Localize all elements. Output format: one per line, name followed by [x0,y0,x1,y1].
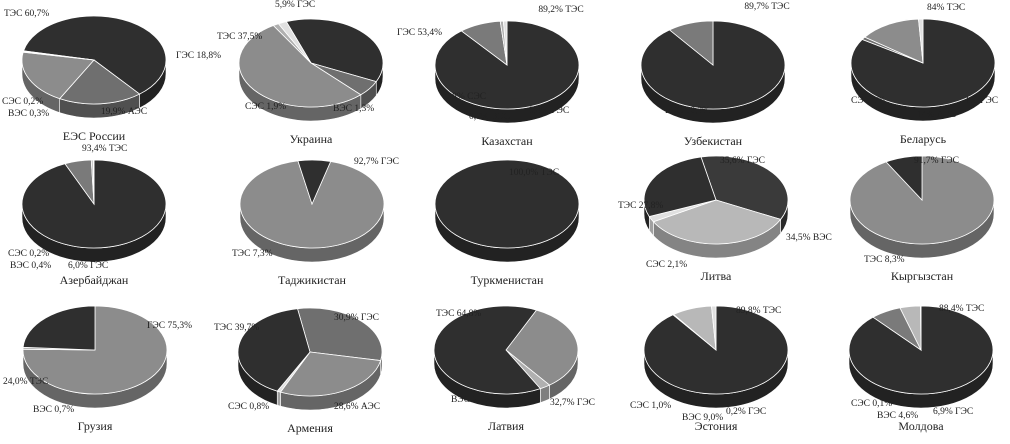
slice-label: ВЭС 0,7% [33,405,74,415]
pie-chart: ТЭС 37,5% 5,9% ГЭС ГЭС 53,4% ВЭС 1,3% СЭС 1,… [217,0,442,146]
slice-label: ГЭС 18,8% [176,51,221,61]
slice-label: ТЭС 37,5% [217,32,262,42]
chart-title: Грузия [78,419,113,433]
slice-label: ТЭС 7,3% [232,249,273,259]
pie-chart: 91,7% ГЭС ТЭС 8,3% Кыргызстан [850,156,994,283]
slice-label: ТЭС 8,3% [864,255,905,265]
slice-label: ВЭС 0,4% [10,261,51,271]
slice-label: 91,7% ГЭС [914,156,959,166]
slice-label: 1% ГЭС [965,96,998,106]
slice-label: ГЭС 75,3% [147,321,192,331]
slice-label: 9,4% ГЭС [529,106,569,116]
slice-label: 32,7% ГЭС [550,398,595,408]
pie-chart: 89,7% ТЭС ГЭС 10,3% Узбекистан [641,2,790,148]
pie-chart: ТЭС 60,7% ГЭС 18,8% 19,9% АЭС ВЭС 0,3% СЭС 0… [2,9,221,143]
slice-label: 5,9% ГЭС [275,0,315,10]
slice-label: 14% АЭС [917,110,956,120]
pie-chart: 30,9% ГЭС 28,6% АЭС СЭС 0,8% ТЭС 39,7% Армен… [214,308,382,435]
slice-label: ГЭС 53,4% [397,28,442,38]
slice-label: 89,2% ТЭС [538,5,583,15]
slice-label: 19,9% АЭС [101,107,147,117]
slice-label: СЭС 1,9% [245,102,286,112]
slice-label: 89,8% ТЭС [736,306,781,316]
chart-title: Азербайджан [60,273,129,287]
slice-label: 30,9% ГЭС [334,313,379,323]
pie-slice-side [277,391,280,406]
slice-label: ТЭС 60,7% [4,9,49,19]
slice-label: 100,0% ТЭС [509,168,559,178]
slice-label: ГЭС 10,3% [665,106,710,116]
slice-label: 28,6% АЭС [334,402,380,412]
pie-chart: 32,7% ГЭС ВЭС 2,4% ТЭС 64,8% Латвия [434,306,595,433]
slice-label: 93,4% ТЭС [82,144,127,154]
chart-title: Армения [287,421,333,435]
chart-title: Молдова [898,419,944,433]
slice-label: 35,6% ГЭС [720,156,765,166]
pie-chart: 92,7% ГЭС ТЭС 7,3% Таджикистан [232,157,399,287]
slice-label: 88,4% ТЭС [939,304,984,314]
chart-title: Украина [290,132,333,146]
slice-label: 0,7% ВЭС [469,112,510,122]
slice-label: ТЭС 27,8% [618,201,663,211]
slice-label: 34,5% ВЭС [786,233,832,243]
slice-label: ВЭС 0,3% [8,109,49,119]
chart-title: Латвия [488,419,524,433]
chart-title: Кыргызстан [891,269,954,283]
slice-label: СЭС 0,2% [8,249,49,259]
chart-title: Туркменистан [471,273,544,287]
chart-title: Казахстан [481,134,533,148]
pie-chart: 89,2% ТЭС 9,4% ГЭС 0,7% ВЭС 0,8% СЭС Казахст… [435,5,584,148]
slice-label: ВЭС 1,3% [333,104,374,114]
slice-label: ТЭС 64,8% [436,309,481,319]
slice-label: ВЭС 2,4% [451,395,492,405]
chart-title: Литва [701,269,732,283]
pie-chart: ГЭС 75,3% ВЭС 0,7% 24,0% ТЭС Грузия [3,306,192,433]
slice-label: ТЭС 39,7% [214,323,259,333]
slice-label: 0,8% СЭС [445,92,486,102]
slice-label: СЭС 0,1% [851,399,892,409]
slice-label: 84% ТЭС [927,3,965,13]
pie-chart: 100,0% ТЭС Туркменистан [435,160,579,287]
chart-title: Беларусь [900,132,947,146]
slice-label: СЭС 0,8% [228,402,269,412]
chart-title: Эстония [695,419,738,433]
slice-label: СЭС 1,0% [630,401,671,411]
slice-label: 6,0% ГЭС [68,261,108,271]
slice-label: СЭС 2,1% [646,260,687,270]
slice-label: 89,7% ТЭС [744,2,789,12]
slice-label: 24,0% ТЭС [3,377,48,387]
pie-chart: 84% ТЭС 1% ГЭС 14% АЭС СЭС 1% Беларусь [851,3,998,146]
slice-label: СЭС 0,2% [2,97,43,107]
slice-label: СЭС 1% [851,96,885,106]
slice-label: 6,9% ГЭС [933,407,973,417]
slice-label: 0,2% ГЭС [726,407,766,417]
chart-title: Таджикистан [278,273,346,287]
chart-title: Узбекистан [684,134,743,148]
chart-title: ЕЭС России [63,129,126,143]
slice-label: 92,7% ГЭС [354,157,399,167]
pie-chart: 35,6% ГЭС 34,5% ВЭС СЭС 2,1% ТЭС 27,8% Литва [618,156,832,283]
pie-slice [23,306,95,350]
pie-chart: 93,4% ТЭС 6,0% ГЭС ВЭС 0,4% СЭС 0,2% Азербай… [8,144,166,287]
